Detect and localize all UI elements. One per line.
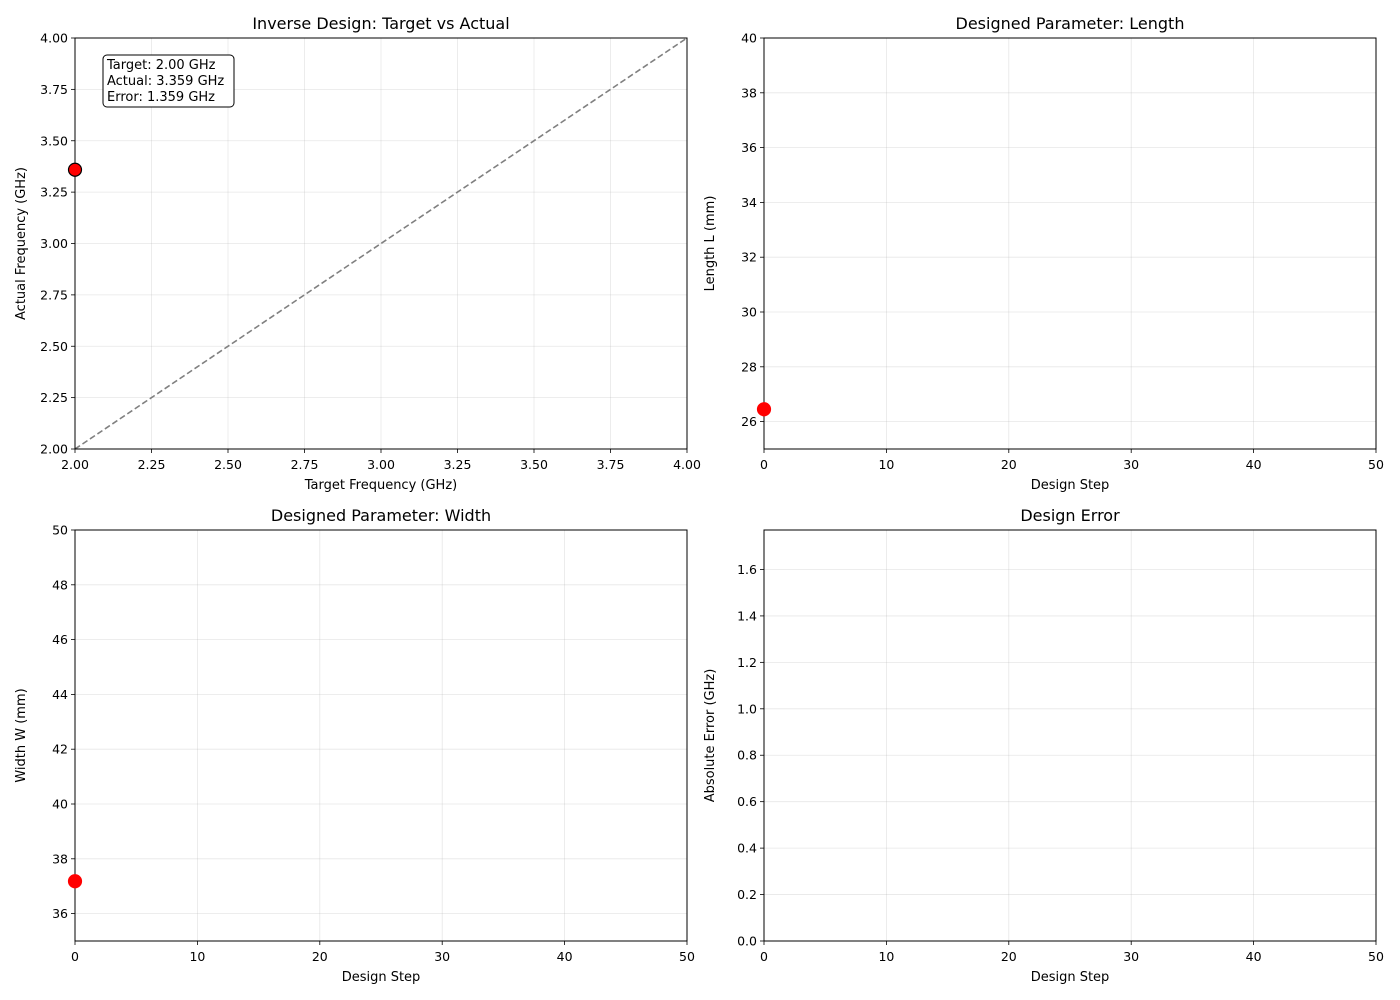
data-point (756, 402, 772, 417)
reference-line (75, 38, 687, 449)
axes-frame (74, 529, 688, 942)
annotation-box (102, 54, 235, 108)
y-tick-label: 3.25 (40, 185, 68, 200)
x-tick-label: 10 (189, 949, 205, 964)
y-tick-label: 4.00 (40, 31, 68, 46)
y-tick-label: 2.00 (40, 442, 68, 457)
y-tick-label: 2.75 (40, 287, 68, 302)
annotation-line: Target: 2.00 GHz (106, 58, 216, 73)
chart-panel-3: 0 10 20 30 40 50 36 38 40 42 44 46 48 50 Designed Para… (14, 506, 695, 985)
y-tick-label: 0.6 (737, 794, 757, 809)
x-axis-label: Design Step (1031, 970, 1110, 985)
x-tick-label: 3.75 (597, 457, 625, 472)
x-tick-label: 2.75 (291, 457, 319, 472)
y-tick-label: 34 (741, 195, 757, 210)
x-tick-label: 0 (760, 457, 768, 472)
axes-frame (74, 37, 688, 450)
chart-title: Inverse Design: Target vs Actual (252, 14, 509, 33)
x-tick-label: 40 (1246, 457, 1262, 472)
x-axis-label: Design Step (1031, 478, 1110, 493)
x-tick-label: 30 (1123, 949, 1139, 964)
y-tick-label: 0.8 (737, 748, 757, 763)
x-tick-label: 2.00 (61, 457, 89, 472)
data-point (67, 162, 83, 177)
y-tick-label: 44 (52, 687, 68, 702)
y-tick-label: 36 (52, 906, 68, 921)
y-tick-label: 2.25 (40, 390, 68, 405)
y-tick-label: 50 (52, 523, 68, 538)
x-tick-label: 20 (312, 949, 328, 964)
annotation-line: Actual: 3.359 GHz (107, 74, 224, 89)
y-axis-label: Length L (mm) (703, 196, 718, 292)
x-axis-label: Design Step (342, 970, 421, 985)
x-tick-label: 30 (1123, 457, 1139, 472)
y-tick-label: 40 (52, 797, 68, 812)
annotation-line: Error: 1.359 GHz (107, 90, 215, 105)
y-tick-label: 32 (741, 250, 757, 265)
x-tick-label: 50 (1368, 457, 1384, 472)
y-tick-label: 0.4 (737, 841, 757, 856)
gridlines (74, 529, 688, 941)
x-tick-label: 10 (878, 949, 894, 964)
y-axis-label: Absolute Error (GHz) (703, 669, 718, 803)
x-tick-label: 3.00 (367, 457, 395, 472)
y-tick-label: 48 (52, 577, 68, 592)
y-axis-label: Width W (mm) (14, 688, 29, 782)
y-tick-label: 42 (52, 742, 68, 757)
x-tick-label: 3.50 (520, 457, 548, 472)
y-tick-label: 3.50 (40, 133, 68, 148)
y-tick-label: 40 (741, 31, 757, 46)
x-tick-label: 2.25 (138, 457, 166, 472)
x-tick-label: 2.50 (214, 457, 242, 472)
chart-panel-1: 2.00 2.25 2.50 2.75 3.00 3.25 3.50 3.75 4.00 2.00… (14, 14, 701, 493)
x-tick-label: 0 (71, 949, 79, 964)
y-tick-label: 0.2 (737, 887, 757, 902)
y-tick-label: 28 (741, 359, 757, 374)
x-tick-label: 30 (434, 949, 450, 964)
chart-panel-4: 0 10 20 30 40 50 0.0 0.2 0.4 0.6 0.8 1.0 1.2 1.4 1.6 De… (703, 506, 1384, 985)
y-tick-label: 38 (741, 85, 757, 100)
x-tick-label: 50 (679, 949, 695, 964)
x-tick-label: 50 (1368, 949, 1384, 964)
y-tick-label: 0.0 (737, 934, 757, 949)
y-tick-label: 1.6 (737, 562, 757, 577)
y-tick-label: 1.2 (737, 655, 757, 670)
x-tick-label: 40 (1246, 949, 1262, 964)
y-tick-label: 46 (52, 632, 68, 647)
chart-title: Designed Parameter: Width (271, 506, 491, 525)
chart-title: Design Error (1020, 506, 1120, 525)
y-tick-label: 2.50 (40, 339, 68, 354)
x-tick-label: 4.00 (673, 457, 701, 472)
x-tick-label: 40 (557, 949, 573, 964)
y-tick-label: 1.0 (737, 701, 757, 716)
chart-title: Designed Parameter: Length (956, 14, 1185, 33)
y-tick-label: 3.75 (40, 82, 68, 97)
gridlines (763, 530, 1377, 942)
y-axis-label: Actual Frequency (GHz) (14, 167, 29, 320)
x-tick-label: 20 (1001, 949, 1017, 964)
x-tick-label: 3.25 (444, 457, 472, 472)
x-tick-label: 0 (760, 949, 768, 964)
y-tick-label: 26 (741, 414, 757, 429)
y-tick-label: 1.4 (737, 608, 757, 623)
axes-frame (763, 37, 1377, 450)
chart-panel-2: 0 10 20 30 40 50 26 28 30 32 34 36 38 40 Designed Para… (703, 14, 1384, 493)
y-tick-label: 3.00 (40, 236, 68, 251)
y-tick-label: 38 (52, 851, 68, 866)
axes-frame (763, 529, 1377, 942)
x-tick-label: 10 (878, 457, 894, 472)
data-point (67, 874, 83, 889)
y-tick-label: 36 (741, 140, 757, 155)
x-axis-label: Target Frequency (GHz) (304, 478, 457, 493)
gridlines (763, 37, 1377, 449)
x-tick-label: 20 (1001, 457, 1017, 472)
y-tick-label: 30 (741, 305, 757, 320)
